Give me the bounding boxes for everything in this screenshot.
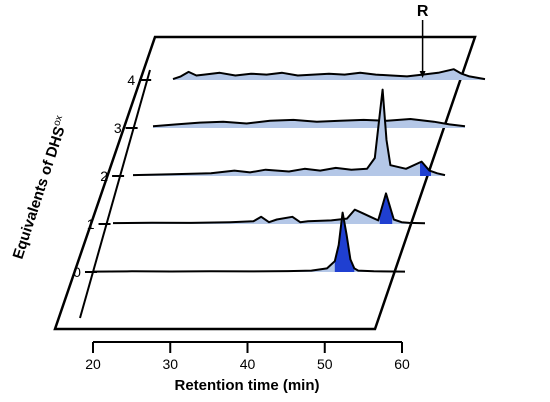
- x-tick-label: 30: [162, 356, 178, 372]
- y-tick-label: 2: [100, 168, 108, 184]
- x-tick-label: 40: [240, 356, 256, 372]
- y-axis-title-main: Equivalents of DHS: [10, 124, 69, 261]
- reference-marker: R: [417, 3, 429, 78]
- x-ticks: 20 30 40 50 60: [85, 342, 410, 372]
- trace-highlight-1: [379, 193, 393, 224]
- x-tick-label: 60: [394, 356, 410, 372]
- trace-area-1: [113, 193, 425, 224]
- trace-line-1: [112, 192, 426, 225]
- x-axis-title: Retention time (min): [175, 377, 320, 394]
- y-tick-label: 3: [114, 120, 122, 136]
- trace-line-3: [152, 118, 466, 128]
- trace-line-2: [132, 88, 446, 177]
- y-axis-title-superscript: ox: [51, 114, 65, 127]
- y-tick-label: 0: [73, 264, 81, 280]
- y-axis-title: Equivalents of DHSox: [9, 114, 72, 261]
- y-tick-label: 1: [87, 216, 95, 232]
- trace-area-2: [133, 89, 445, 176]
- reference-marker-label: R: [417, 3, 429, 20]
- trace-line-4: [172, 68, 486, 81]
- y-axis-line: [79, 69, 151, 319]
- x-tick-label: 50: [317, 356, 333, 372]
- trace-line-0: [92, 211, 406, 273]
- trace-group: [92, 68, 486, 273]
- y-tick-label: 4: [127, 72, 135, 88]
- trace-highlight-2: [420, 161, 431, 176]
- y-ticks: 4 3 2 1 0: [73, 72, 152, 280]
- x-tick-label: 20: [85, 356, 101, 372]
- reference-marker-arrowhead: [419, 71, 426, 78]
- plot-frame: [53, 35, 477, 331]
